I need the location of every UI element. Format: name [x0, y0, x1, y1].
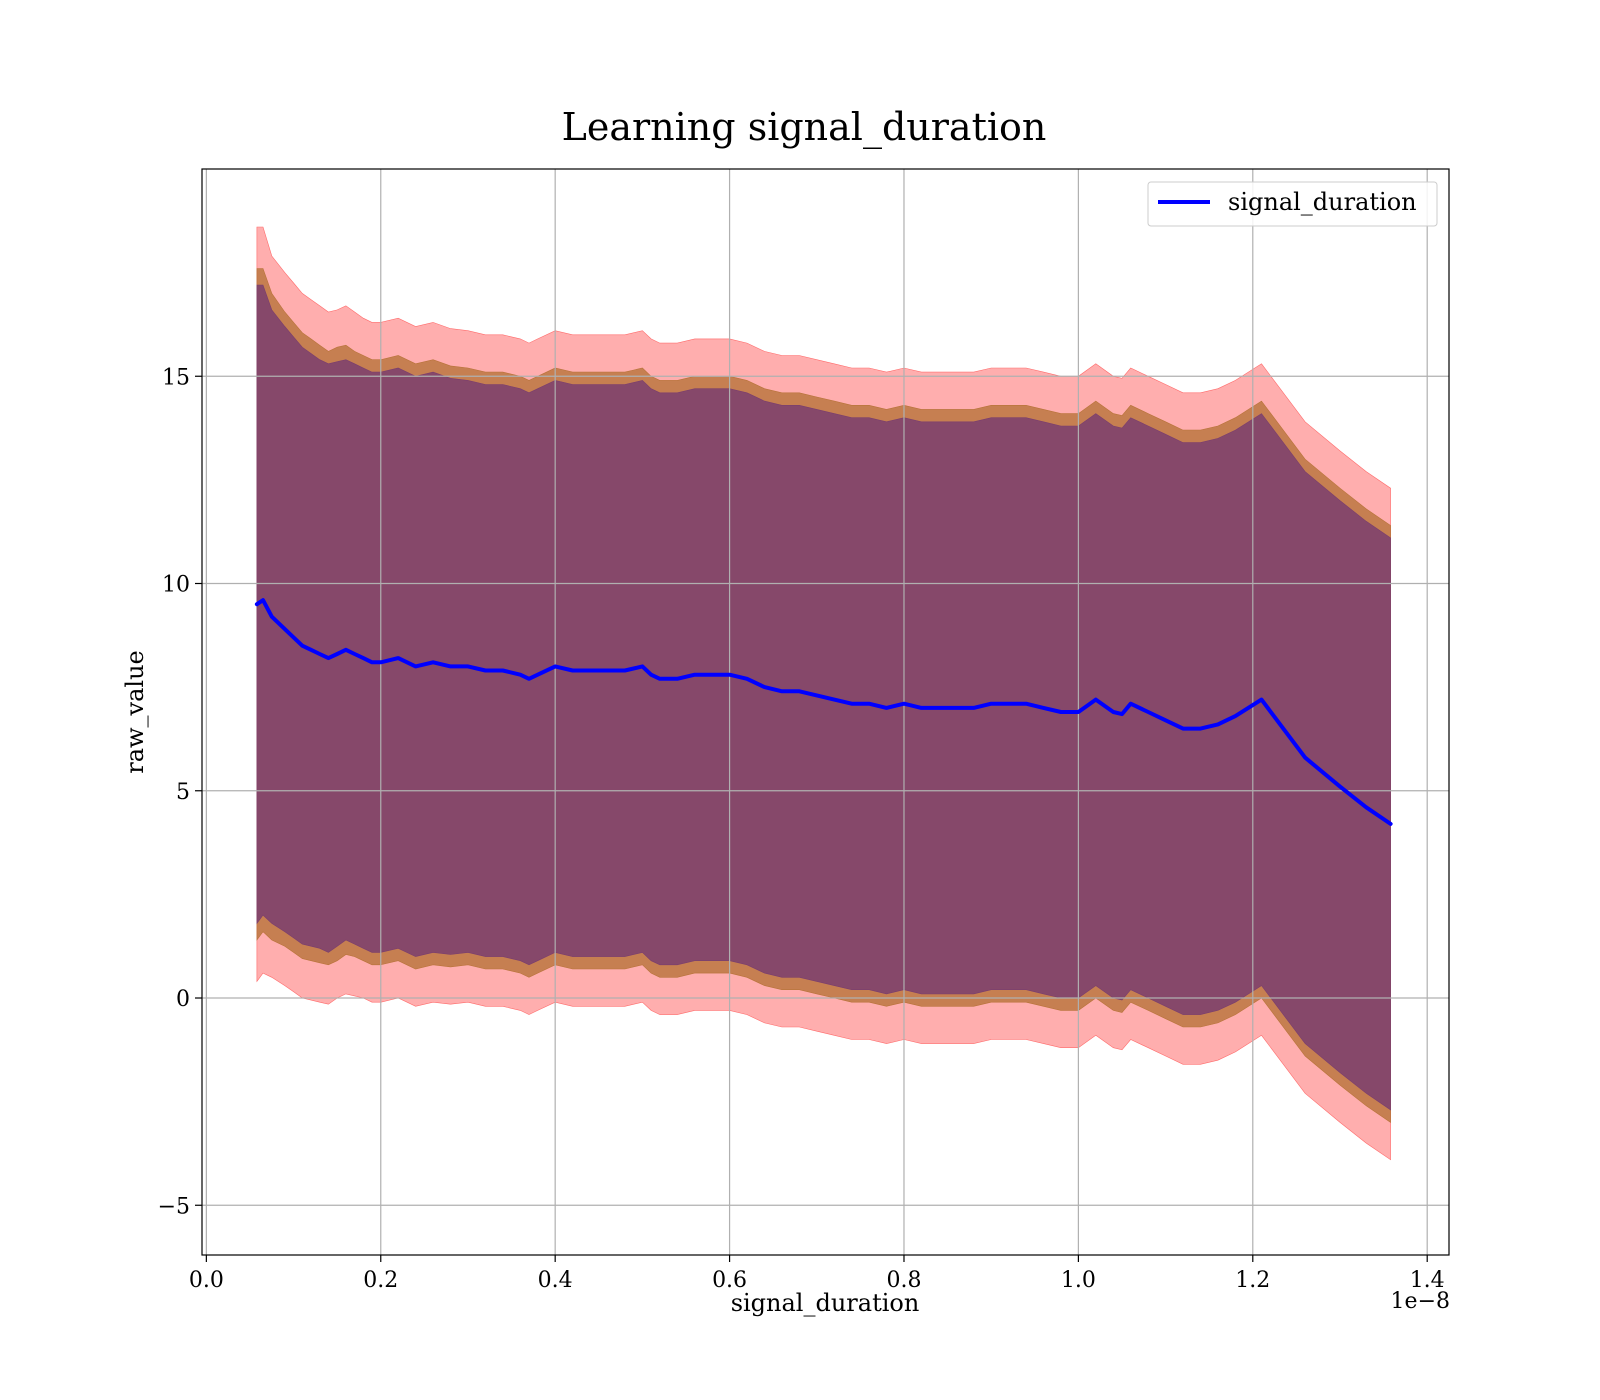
x-tick-label: 0.0	[189, 1268, 224, 1293]
x-tick-label: 0.4	[538, 1268, 573, 1293]
x-tick-label: 1.4	[1410, 1268, 1445, 1293]
y-tick-label: 5	[176, 780, 190, 805]
legend-box	[1147, 181, 1438, 227]
y-tick-label: −5	[158, 1194, 190, 1219]
y-axis-ticks: −5 0 5 10 15	[158, 365, 202, 1219]
y-tick-label: 10	[162, 573, 190, 598]
x-tick-label: 0.6	[712, 1268, 747, 1293]
x-tick-label: 1.0	[1061, 1268, 1096, 1293]
y-tick-label: 15	[162, 365, 190, 390]
axes-frame	[201, 168, 1450, 1256]
legend: signal_duration	[1147, 181, 1438, 227]
chart-title: Learning signal_duration	[562, 105, 1047, 150]
y-tick-label: 0	[176, 987, 190, 1012]
x-tick-label: 0.2	[363, 1268, 398, 1293]
series-line-signal-duration	[254, 598, 1393, 826]
x-axis-label: signal_duration	[731, 1289, 920, 1317]
x-axis-offset-text: 1e−8	[1391, 1289, 1450, 1314]
legend-label: signal_duration	[1228, 188, 1417, 216]
plot-area	[201, 168, 1450, 1256]
x-axis-ticks: 0.0 0.2 0.4 0.6 0.8 1.0 1.2 1.4	[189, 1255, 1445, 1293]
x-tick-label: 1.2	[1235, 1268, 1270, 1293]
series-line-layer	[254, 598, 1393, 826]
y-axis-label: raw_value	[121, 650, 149, 774]
x-tick-label: 0.8	[886, 1268, 921, 1293]
